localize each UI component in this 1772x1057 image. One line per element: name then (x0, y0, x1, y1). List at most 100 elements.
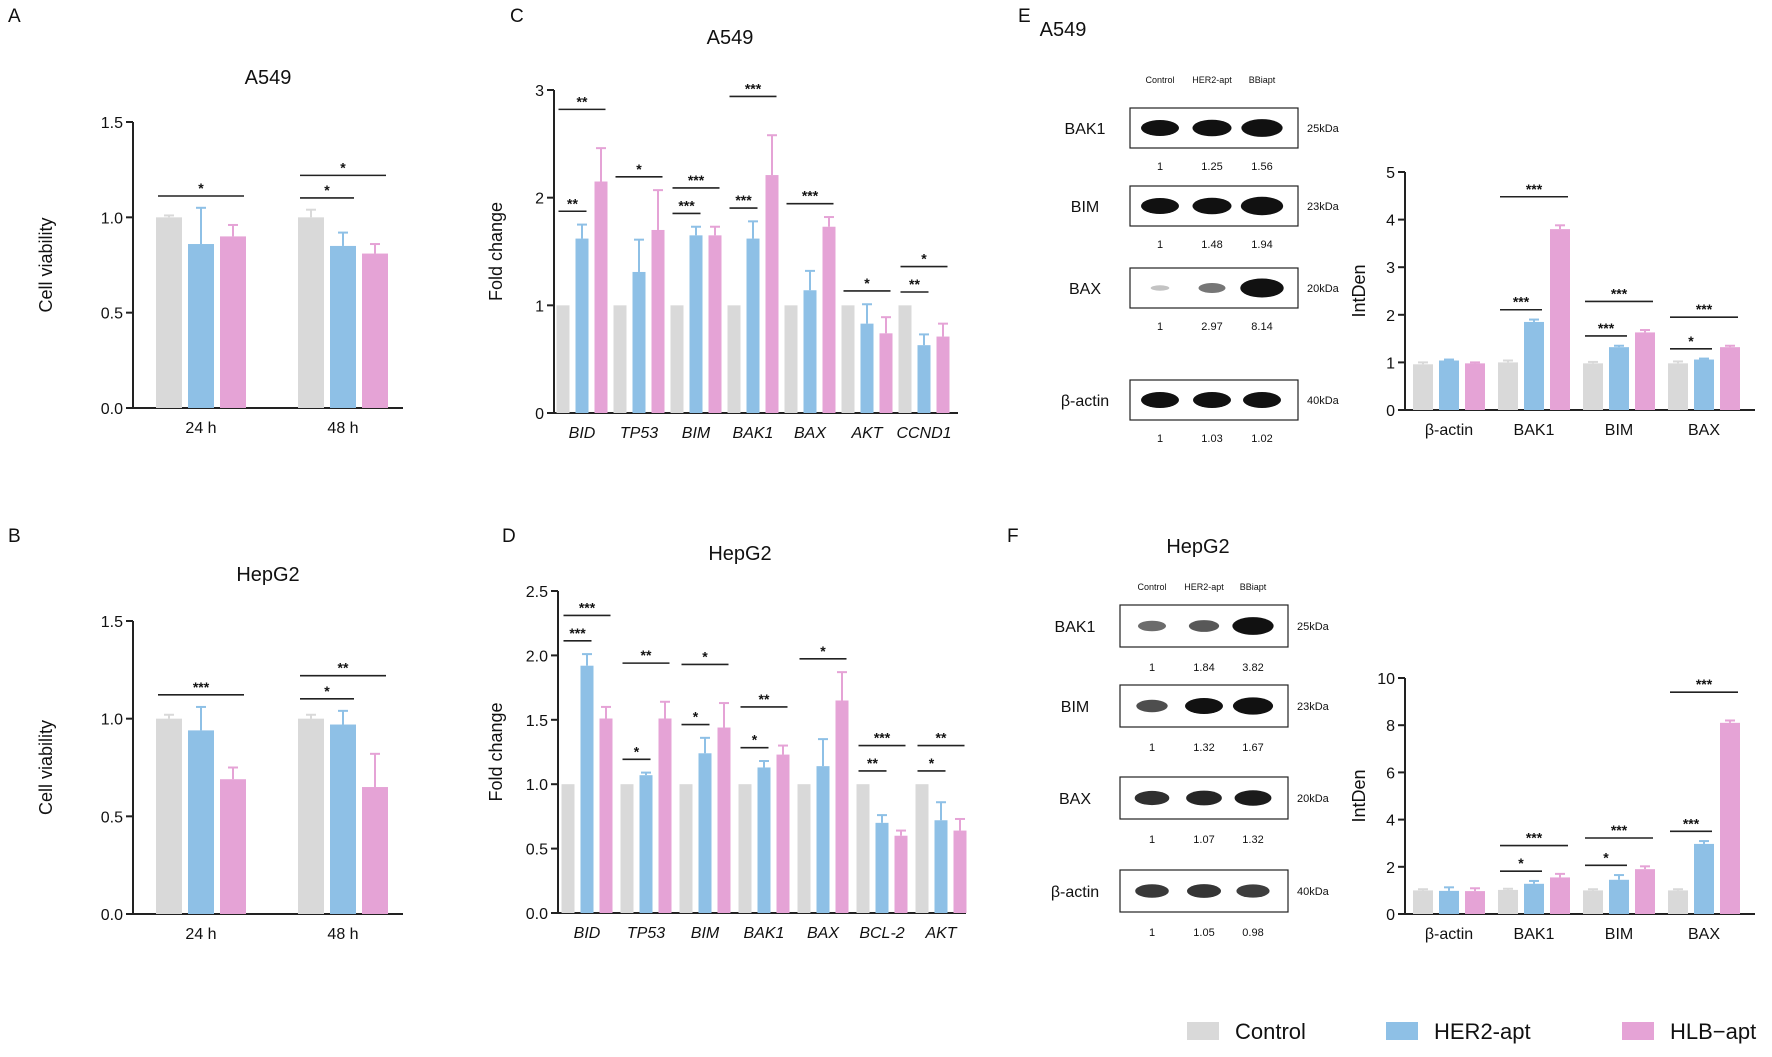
significance-label: *** (1598, 320, 1615, 336)
x-tick-label: BAK1 (1514, 926, 1555, 943)
y-tick-label: 0.5 (101, 809, 123, 826)
bar-her2-apt (746, 238, 760, 413)
significance-label: * (752, 732, 758, 748)
blot-protein-label: BIM (1061, 699, 1089, 716)
bar-her2-apt (803, 290, 817, 413)
x-tick-label: BAK1 (744, 925, 785, 942)
blot-protein-label: BAX (1069, 281, 1101, 298)
chart-title: A549 (707, 27, 754, 49)
bar-hlb-apt (765, 175, 779, 413)
blot-band (1234, 790, 1272, 806)
bar-hlb-apt (835, 700, 849, 913)
bar-control (613, 305, 627, 413)
blot-quant-value: 1 (1157, 161, 1163, 173)
blot-band (1241, 119, 1283, 137)
x-tick-label: BAX (1688, 422, 1720, 439)
significance-label: ** (936, 730, 947, 746)
blot-band (1192, 197, 1232, 215)
x-tick-label: AKT (850, 425, 883, 442)
bar-control (738, 784, 752, 913)
significance-label: *** (579, 599, 596, 615)
y-axis-label: Cell viability (36, 217, 56, 312)
x-tick-label: BIM (1605, 926, 1633, 943)
legend: Control HER2-apt HLB−apt (1187, 1019, 1756, 1044)
lane-label: Control (1137, 582, 1166, 592)
lane-label: HER2-apt (1184, 582, 1224, 592)
bar-control (156, 217, 182, 408)
y-tick-label: 0.0 (101, 401, 123, 418)
bar-control (1668, 363, 1688, 410)
lane-label: BBiapt (1240, 582, 1267, 592)
x-tick-label: 48 h (327, 926, 358, 943)
panel-label-a: A (8, 6, 21, 27)
bar-control (1583, 363, 1603, 410)
x-tick-label: BAX (794, 425, 827, 442)
y-tick-label: 0 (535, 406, 544, 423)
significance-label: *** (569, 625, 586, 641)
bar-control (298, 217, 324, 408)
blot-quant-value: 1 (1149, 662, 1155, 674)
panel-label-b: B (8, 526, 21, 547)
significance-label: * (340, 159, 346, 175)
blot-kda-label: 40kDa (1297, 886, 1330, 898)
blot-band (1137, 620, 1167, 632)
chart-b-cell-viability-hepg2: HepG2 Cell viability 0.0 0.5 1.0 1.5 24 h 48 h *… (36, 564, 403, 943)
y-tick-label: 1.0 (526, 777, 548, 794)
x-tick-label: TP53 (620, 425, 658, 442)
chart-c-fold-change-a549: A549 Fold change 0 1 2 3 BID TP53 BIM BAK1 BAX AKT C… (486, 27, 958, 442)
bar-hlb-apt (936, 336, 950, 413)
blot-band (1188, 620, 1220, 632)
significance-label: *** (1683, 815, 1700, 831)
bar-her2-apt (188, 244, 214, 408)
y-tick-label: 1.0 (101, 210, 123, 227)
blot-protein-label: BAK1 (1055, 619, 1096, 636)
bar-her2-apt (816, 766, 830, 913)
legend-swatch-hlb (1622, 1022, 1654, 1040)
blot-quant-value: 1 (1149, 742, 1155, 754)
significance-label: *** (745, 80, 762, 96)
significance-label: * (820, 643, 826, 659)
significance-label: * (864, 275, 870, 291)
bar-control (620, 784, 634, 913)
bar-her2-apt (689, 235, 703, 413)
blot-band (1193, 392, 1231, 408)
blot-band (1134, 790, 1170, 806)
bar-control (156, 718, 182, 914)
x-tick-label: TP53 (627, 925, 665, 942)
significance-label: *** (678, 197, 695, 213)
blot-band (1240, 278, 1284, 298)
western-blot-f-hepg2: HepG2 Control HER2-apt BBiapt BAK1 25kDa 1 1.84… (1051, 536, 1330, 939)
y-axis-label: IntDen (1349, 769, 1369, 822)
y-tick-label: 2.5 (526, 584, 548, 601)
bar-control (1413, 364, 1433, 410)
blot-quant-value: 1.03 (1201, 433, 1222, 445)
blot-protein-label: β-actin (1051, 884, 1099, 901)
significance-label: *** (193, 679, 210, 695)
blot-quant-value: 0.98 (1242, 927, 1263, 939)
blot-kda-label: 20kDa (1307, 283, 1340, 295)
bar-her2-apt (1439, 360, 1459, 410)
blot-quant-value: 2.97 (1201, 321, 1222, 333)
blot-kda-label: 23kDa (1307, 201, 1340, 213)
blot-band (1232, 697, 1274, 715)
blot-band (1186, 884, 1222, 898)
bar-her2-apt (639, 775, 653, 913)
significance-label: * (1688, 333, 1694, 349)
significance-label: *** (688, 172, 705, 188)
chart-d-fold-change-hepg2: HepG2 Fold change 0.0 0.5 1.0 1.5 2.0 2.5 BID TP5… (486, 543, 967, 942)
bar-her2-apt (330, 245, 356, 408)
y-tick-label: 1.5 (101, 115, 123, 132)
chart-title: A549 (245, 67, 292, 89)
bar-hlb-apt (717, 727, 731, 913)
y-tick-label: 0.0 (526, 906, 548, 923)
bar-hlb-apt (220, 779, 246, 914)
significance-label: *** (874, 730, 891, 746)
bar-control (784, 305, 798, 413)
blot-quant-value: 1.84 (1193, 662, 1214, 674)
bar-control (298, 718, 324, 914)
significance-label: *** (1611, 822, 1628, 838)
bar-control (670, 305, 684, 413)
bar-hlb-apt (658, 718, 672, 913)
significance-label: * (702, 648, 708, 664)
